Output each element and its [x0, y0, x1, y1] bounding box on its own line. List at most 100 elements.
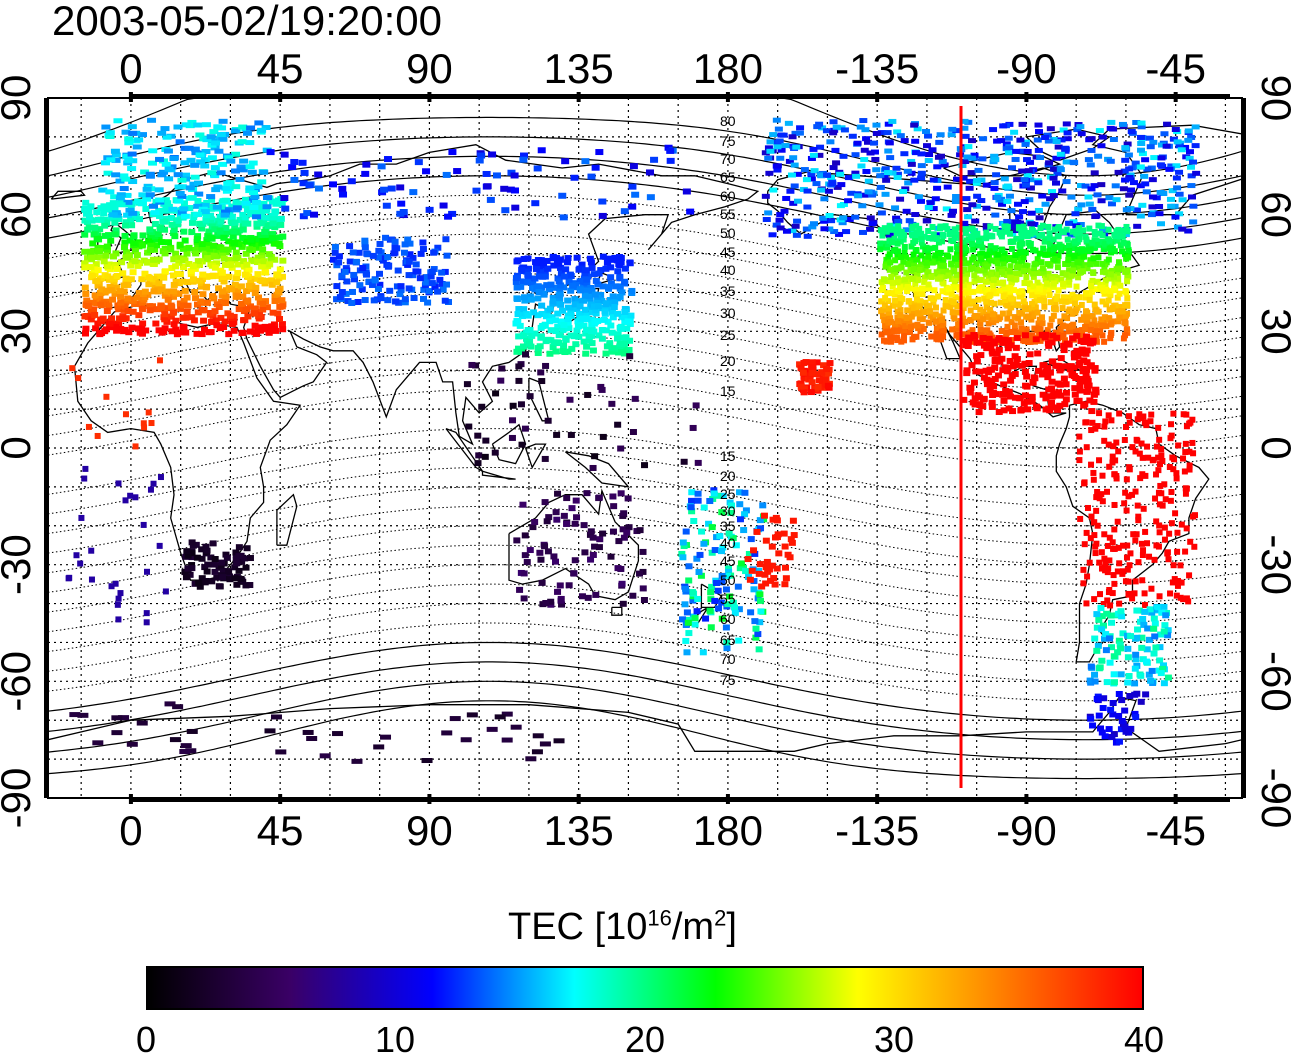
tec-point — [248, 170, 257, 175]
tec-point — [897, 133, 905, 138]
tec-point — [971, 272, 977, 278]
tec-point — [894, 335, 900, 341]
bottom-axis-label: 180 — [693, 807, 763, 854]
tec-point — [1039, 314, 1045, 320]
tec-point — [81, 264, 88, 270]
tec-point — [147, 247, 154, 253]
tec-point — [751, 618, 758, 624]
tec-point — [1157, 162, 1165, 167]
tec-point — [765, 171, 773, 176]
tec-point — [963, 207, 971, 212]
tec-point — [555, 340, 562, 346]
tec-point — [983, 235, 989, 241]
tec-point — [1128, 129, 1136, 134]
tec-map: 8075706560555045403530252015152025303540… — [0, 0, 1292, 900]
tec-point — [86, 424, 92, 430]
tec-point — [909, 314, 915, 320]
tec-point — [650, 157, 658, 163]
tec-point — [253, 331, 260, 337]
tec-point — [128, 211, 137, 216]
tec-point — [204, 255, 211, 261]
tec-point — [561, 513, 568, 519]
tec-point — [1121, 145, 1129, 150]
tec-point — [689, 589, 696, 595]
tec-point — [100, 316, 107, 322]
tec-point — [110, 253, 117, 259]
tec-point — [542, 600, 549, 606]
tec-point — [1133, 608, 1140, 614]
tec-point — [1088, 247, 1094, 253]
tec-point — [950, 309, 956, 315]
tec-point — [550, 553, 557, 559]
tec-point — [69, 365, 75, 371]
tec-point — [803, 177, 811, 182]
tec-point — [1096, 128, 1104, 133]
tec-point — [157, 543, 163, 549]
tec-point — [577, 303, 584, 309]
tec-point — [680, 539, 687, 545]
tec-point — [1143, 189, 1151, 194]
tec-point — [896, 197, 904, 202]
tec-point — [123, 497, 129, 503]
tec-point — [620, 510, 627, 516]
tec-point — [1066, 309, 1072, 315]
tec-point — [973, 178, 981, 183]
tec-point — [987, 223, 993, 229]
tec-point — [1157, 529, 1163, 535]
tec-point — [1080, 339, 1087, 345]
tec-point — [146, 192, 155, 197]
bottom-axis-label: 135 — [544, 807, 614, 854]
tec-point — [115, 480, 121, 486]
tec-point — [211, 308, 218, 314]
tec-point — [1120, 568, 1126, 574]
tec-point — [1106, 238, 1112, 244]
tec-point — [839, 154, 847, 159]
tec-point — [280, 195, 288, 201]
tec-point — [139, 242, 146, 248]
tec-point — [511, 187, 519, 193]
tec-point — [351, 759, 362, 764]
tec-point — [837, 182, 845, 187]
tec-point — [698, 529, 705, 535]
tec-point — [614, 311, 621, 317]
tec-point — [1008, 165, 1016, 170]
tec-point — [1049, 176, 1057, 181]
tec-point — [1077, 202, 1085, 207]
tec-point — [688, 489, 695, 495]
tec-point — [419, 240, 426, 246]
tec-point — [949, 291, 955, 297]
tec-point — [597, 384, 604, 390]
tec-point — [917, 199, 925, 204]
tec-point — [450, 716, 461, 721]
tec-point — [584, 392, 591, 398]
tec-point — [547, 306, 554, 312]
tec-point — [1133, 578, 1139, 584]
tec-point — [591, 453, 598, 459]
tec-point — [1066, 248, 1072, 254]
tec-point — [550, 298, 557, 304]
tec-point — [544, 266, 551, 272]
top-axis-bar — [130, 94, 1230, 98]
tec-point — [541, 543, 548, 549]
tec-point — [1125, 654, 1132, 660]
tec-point — [239, 159, 248, 164]
tec-point — [999, 269, 1005, 275]
tec-point — [1081, 480, 1087, 486]
tec-point — [441, 730, 452, 735]
tec-point — [1006, 194, 1014, 199]
tec-point — [338, 186, 346, 192]
tec-point — [538, 147, 546, 153]
tec-point — [376, 271, 383, 277]
tec-point — [69, 712, 80, 717]
tec-point — [607, 554, 614, 560]
tec-point — [233, 205, 242, 210]
tec-point — [1012, 252, 1018, 258]
tec-point — [1107, 120, 1115, 125]
tec-point — [1042, 369, 1049, 375]
tec-point — [940, 334, 946, 340]
tec-point — [487, 197, 495, 203]
tec-point — [553, 509, 560, 515]
tec-point — [1022, 142, 1030, 147]
tec-point — [329, 181, 337, 187]
bottom-axis-label: -135 — [835, 807, 919, 854]
